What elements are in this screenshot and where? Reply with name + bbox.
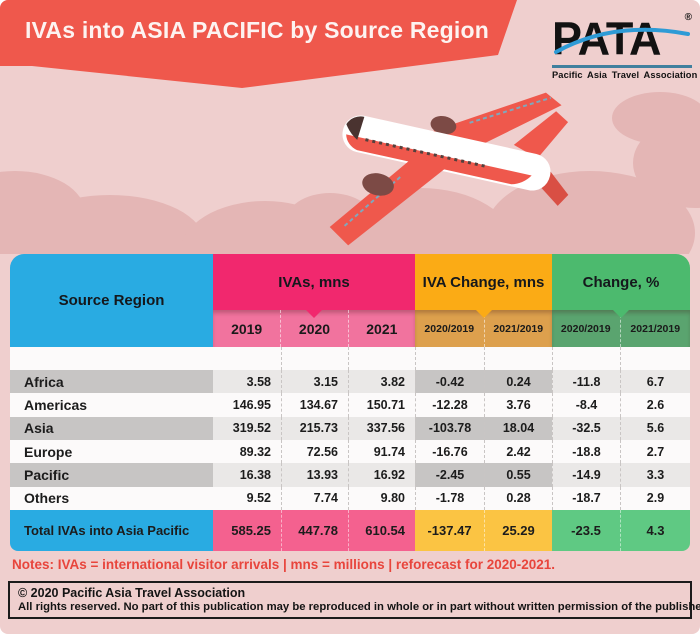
header-group-ivas-label: IVAs, mns xyxy=(278,273,350,291)
region-label: Pacific xyxy=(10,463,213,487)
table-row-total: Total IVAs into Asia Pacific 585.25 447.… xyxy=(10,509,690,551)
page-title: IVAs into ASIA PACIFIC by Source Region xyxy=(25,17,490,43)
airplane-illustration xyxy=(0,92,700,254)
region-label: Africa xyxy=(10,370,213,394)
data-table: Source Region IVAs, mns 2019 2020 2021 I… xyxy=(10,254,690,551)
rights-line: All rights reserved. No part of this pub… xyxy=(18,601,700,613)
header-pct-2021-2019: 2021/2019 xyxy=(619,310,691,347)
table-header: Source Region IVAs, mns 2019 2020 2021 I… xyxy=(10,254,690,347)
header-year-2020: 2020 xyxy=(280,310,347,347)
region-label: Asia xyxy=(10,416,213,440)
notch-icon xyxy=(474,309,493,318)
airplane xyxy=(329,92,569,246)
spacer-row xyxy=(10,347,690,370)
header-group-change-pct-label: Change, % xyxy=(582,273,660,291)
region-label: Americas xyxy=(24,396,88,413)
header-year-2019: 2019 xyxy=(231,320,263,337)
header-change-2021-2019: 2021/2019 xyxy=(483,310,553,347)
header-source-region: Source Region xyxy=(10,254,213,347)
notch-icon xyxy=(305,309,323,318)
header-group-iva-change: IVA Change, mns 2020/2019 2021/2019 xyxy=(415,254,552,347)
table-row-others: Others 9.52 7.74 9.80 -1.78 0.28 -18.7 2… xyxy=(10,486,690,510)
table-row-asia: Asia 319.52 215.73 337.56 -103.78 18.04 … xyxy=(10,416,690,440)
registered-trademark-icon: ® xyxy=(684,12,692,23)
region-label: Europe xyxy=(24,443,73,460)
total-label: Total IVAs into Asia Pacific xyxy=(10,509,213,551)
table-body: Africa 3.58 3.15 3.82 -0.42 0.24 -11.8 6… xyxy=(10,347,690,510)
pata-logo-word: PATA ® xyxy=(552,11,692,66)
logo-swoosh-icon xyxy=(554,27,690,54)
table-row-pacific: Pacific 16.38 13.93 16.92 -2.45 0.55 -14… xyxy=(10,463,690,487)
table-row-americas: Americas 146.95 134.67 150.71 -12.28 3.7… xyxy=(10,393,690,417)
notes-text: Notes: IVAs = international visitor arri… xyxy=(12,557,556,572)
header-pct-2020-2019: 2020/2019 xyxy=(560,322,611,335)
copyright-box: © 2020 Pacific Asia Travel Association A… xyxy=(8,581,700,619)
header-year-2021: 2021 xyxy=(347,310,415,347)
logo-underline xyxy=(552,65,692,68)
pata-logo: PATA ® Pacific Asia Travel Association xyxy=(552,11,698,80)
table-row-europe: Europe 89.32 72.56 91.74 -16.76 2.42 -18… xyxy=(10,439,690,464)
header-group-ivas: IVAs, mns 2019 2020 2021 xyxy=(213,254,415,347)
header-group-iva-change-label: IVA Change, mns xyxy=(422,273,545,291)
copyright-line: © 2020 Pacific Asia Travel Association xyxy=(18,586,246,600)
pata-logo-text: PATA xyxy=(552,11,661,66)
logo-tagline: Pacific Asia Travel Association xyxy=(552,70,698,80)
table-row-africa: Africa 3.58 3.15 3.82 -0.42 0.24 -11.8 6… xyxy=(10,370,690,394)
notch-icon xyxy=(612,309,630,318)
header-group-change-pct: Change, % 2020/2019 2021/2019 xyxy=(552,254,690,347)
header-change-2020-2019: 2020/2019 xyxy=(424,322,475,335)
region-label: Others xyxy=(24,490,70,507)
